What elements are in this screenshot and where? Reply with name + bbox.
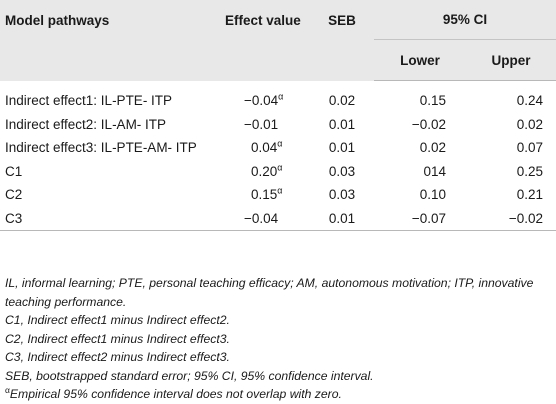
- header-ci: 95% CI: [374, 0, 556, 40]
- seb-cell: 0.02: [328, 93, 356, 109]
- upper-cell: 0.07: [516, 140, 543, 156]
- lower-cell: 0.15: [419, 93, 446, 109]
- upper-cell: 0.25: [516, 163, 543, 179]
- seb-cell: 0.01: [310, 206, 374, 231]
- footnote-c3: C3, Indirect effect2 minus Indirect effe…: [5, 350, 230, 364]
- pathway-cell: Indirect effect3: IL-PTE-AM- ITP: [5, 140, 197, 156]
- pathway-cell: C3: [0, 206, 205, 231]
- table-row: C2 0.15α 0.03 0.10 0.21: [0, 183, 556, 207]
- upper-cell: 0.21: [516, 187, 543, 203]
- results-table-container: Model pathways Effect value SEB 95% CI L…: [0, 0, 556, 231]
- alpha-mark: α: [277, 162, 283, 173]
- table-row: Indirect effect1: IL-PTE- ITP −0.04α 0.0…: [0, 89, 556, 113]
- table-footnotes: IL, informal learning; PTE, personal tea…: [5, 274, 553, 404]
- alpha-mark: α: [277, 185, 283, 196]
- footnote-abbreviations: IL, informal learning; PTE, personal tea…: [5, 276, 534, 309]
- footnote-c1: C1, Indirect effect1 minus Indirect effe…: [5, 313, 230, 327]
- results-table: Model pathways Effect value SEB 95% CI L…: [0, 0, 556, 231]
- lower-cell: 014: [423, 163, 446, 179]
- pathway-cell: Indirect effect1: IL-PTE- ITP: [5, 93, 173, 109]
- upper-cell: −0.02: [466, 206, 556, 231]
- effect-cell: −0.01: [244, 116, 279, 132]
- effect-cell: −0.04: [205, 206, 310, 231]
- footnote-alpha: αEmpirical 95% confidence interval does …: [5, 384, 342, 401]
- lower-cell: 0.02: [419, 140, 446, 156]
- seb-cell: 0.03: [328, 187, 356, 203]
- header-row-2: Lower Upper: [0, 39, 556, 81]
- header-effect-value: Effect value: [205, 0, 310, 81]
- upper-cell: 0.24: [516, 93, 543, 109]
- header-row-1: Model pathways Effect value SEB 95% CI: [0, 0, 556, 81]
- table-row: Indirect effect3: IL-PTE-AM- ITP 0.04α 0…: [0, 136, 556, 160]
- table-row: Indirect effect2: IL-AM- ITP −0.01 0.01 …: [0, 113, 556, 137]
- alpha-mark: α: [278, 91, 284, 102]
- lower-cell: 0.10: [419, 187, 446, 203]
- effect-cell: 0.20α: [251, 162, 283, 179]
- header-model-pathways: Model pathways: [0, 0, 205, 81]
- alpha-mark: α: [277, 138, 283, 149]
- pathway-cell: Indirect effect2: IL-AM- ITP: [5, 116, 167, 132]
- seb-cell: 0.01: [328, 116, 356, 132]
- header-lower: Lower: [374, 39, 466, 81]
- lower-cell: −0.07: [374, 206, 466, 231]
- lower-cell: −0.02: [411, 116, 446, 132]
- effect-cell: −0.04α: [244, 91, 284, 109]
- upper-cell: 0.02: [516, 116, 543, 132]
- header-upper: Upper: [466, 39, 556, 81]
- footnote-c2: C2, Indirect effect1 minus Indirect effe…: [5, 331, 230, 346]
- seb-cell: 0.01: [328, 140, 356, 156]
- effect-cell: 0.15α: [251, 185, 283, 203]
- header-seb: SEB: [310, 0, 374, 81]
- pathway-cell: C2: [5, 187, 23, 203]
- effect-cell: 0.04α: [251, 138, 283, 156]
- pathway-cell: C1: [5, 163, 23, 179]
- table-row: C1 0.20α 0.03 014 0.25: [0, 160, 556, 184]
- seb-cell: 0.03: [328, 163, 356, 179]
- table-row: C3 −0.04 0.01 −0.07 −0.02: [0, 206, 556, 231]
- alpha-mark: α: [5, 384, 10, 395]
- footnote-seb: SEB, bootstrapped standard error; 95% CI…: [5, 368, 374, 383]
